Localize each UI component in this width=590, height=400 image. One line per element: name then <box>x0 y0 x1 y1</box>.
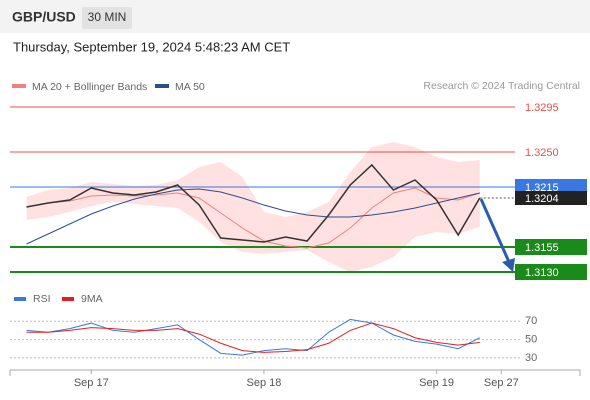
price-line <box>26 163 481 243</box>
rsi-line <box>26 318 480 356</box>
level-label: 1.3155 <box>525 242 559 254</box>
level-box <box>515 264 587 280</box>
legend-swatch <box>12 84 26 88</box>
y-tick-label: 30 <box>525 352 537 364</box>
symbol: GBP/USD <box>12 9 76 25</box>
bollinger-band <box>26 142 480 272</box>
level-label: 1.3295 <box>525 102 559 114</box>
last-price-box <box>515 191 587 205</box>
x-tick-label: Sep 27 <box>484 377 519 389</box>
rsi-line <box>26 322 480 353</box>
level-label: 1.3215 <box>525 182 559 194</box>
legend-label: RSI <box>33 293 51 305</box>
legend-label: MA 50 <box>175 81 205 93</box>
level-label: 1.3130 <box>525 267 559 279</box>
x-tick-label: Sep 17 <box>74 377 109 389</box>
ma-line <box>26 188 480 245</box>
legend-swatch <box>62 297 74 301</box>
level-label: 1.3250 <box>525 147 559 159</box>
x-tick-label: Sep 19 <box>419 377 454 389</box>
legend-swatch <box>155 84 169 88</box>
ma-line <box>26 187 480 249</box>
y-tick-label: 50 <box>525 333 537 345</box>
last-price-label: 1.3204 <box>525 193 559 205</box>
forecast-arrow <box>479 198 515 272</box>
x-tick-label: Sep 18 <box>247 377 282 389</box>
y-tick-label: 70 <box>525 315 537 327</box>
datetime: Thursday, September 19, 2024 5:48:23 AM … <box>13 39 290 54</box>
timeframe-badge[interactable] <box>82 7 132 29</box>
timeframe[interactable]: 30 MIN <box>88 10 127 24</box>
credit: Research © 2024 Trading Central <box>423 80 580 92</box>
level-box <box>515 239 587 255</box>
legend-swatch <box>14 297 26 301</box>
legend-label: MA 20 + Bollinger Bands <box>32 81 147 93</box>
legend-label: 9MA <box>81 293 103 305</box>
